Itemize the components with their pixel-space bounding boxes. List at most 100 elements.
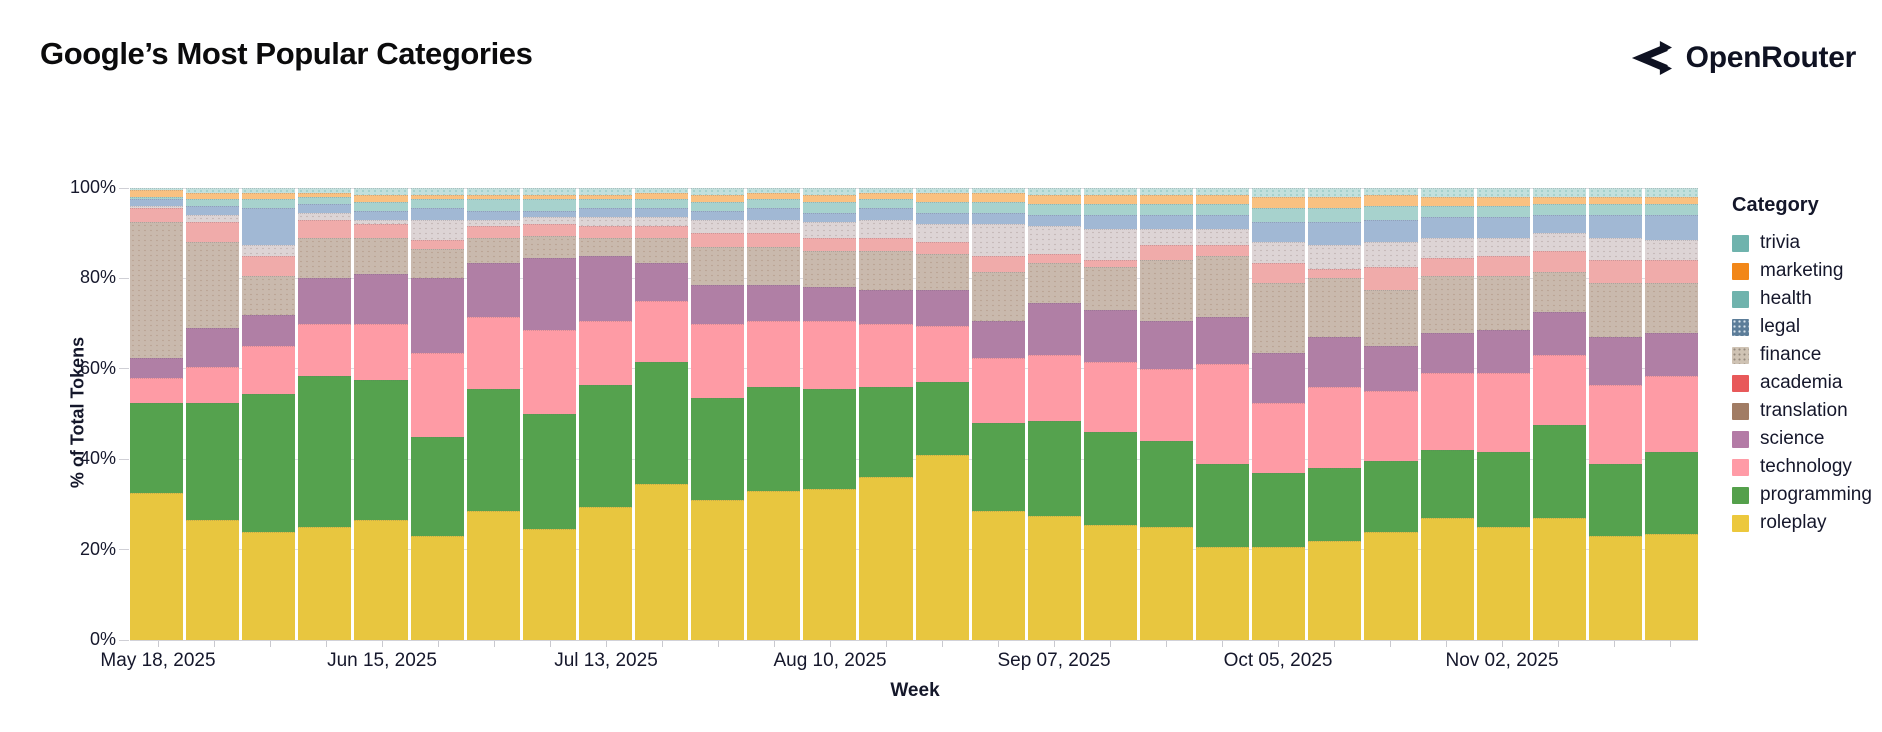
segment-trivia[interactable]	[803, 188, 857, 195]
segment-programming[interactable]	[691, 398, 745, 500]
segment-trivia[interactable]	[1644, 188, 1699, 198]
segment-academia[interactable]	[242, 255, 296, 277]
segment-marketing[interactable]	[915, 192, 969, 202]
bar-week-Jun-08-2025[interactable]	[298, 188, 352, 640]
segment-translation[interactable]	[634, 237, 689, 263]
segment-finance[interactable]	[186, 215, 240, 222]
segment-academia[interactable]	[691, 233, 745, 247]
segment-roleplay[interactable]	[1364, 531, 1418, 640]
segment-finance[interactable]	[971, 224, 1025, 256]
segment-finance[interactable]	[466, 219, 520, 227]
segment-translation[interactable]	[747, 246, 801, 286]
legend-item-finance[interactable]: finance	[1732, 341, 1872, 369]
segment-academia[interactable]	[747, 233, 801, 247]
bar-week-Sep-28-2025[interactable]	[1196, 188, 1250, 640]
bar-week-Aug-10-2025[interactable]	[803, 188, 857, 640]
segment-technology[interactable]	[1364, 391, 1418, 462]
bar-week-Nov-16-2025[interactable]	[1588, 188, 1642, 640]
segment-finance[interactable]	[1420, 237, 1474, 259]
segment-trivia[interactable]	[354, 188, 408, 195]
bar-week-May-25-2025[interactable]	[186, 188, 240, 640]
legend-item-marketing[interactable]: marketing	[1732, 257, 1872, 285]
segment-technology[interactable]	[130, 377, 184, 403]
segment-legal[interactable]	[1252, 221, 1306, 243]
segment-science[interactable]	[803, 287, 857, 322]
segment-programming[interactable]	[410, 436, 464, 537]
segment-health[interactable]	[1252, 208, 1306, 222]
segment-finance[interactable]	[859, 219, 913, 238]
segment-marketing[interactable]	[186, 192, 240, 200]
segment-academia[interactable]	[354, 224, 408, 238]
segment-legal[interactable]	[1532, 215, 1586, 234]
segment-programming[interactable]	[634, 362, 689, 485]
segment-translation[interactable]	[354, 237, 408, 274]
bar-week-Jun-01-2025[interactable]	[242, 188, 296, 640]
segment-legal[interactable]	[242, 208, 296, 245]
segment-science[interactable]	[747, 285, 801, 322]
segment-trivia[interactable]	[466, 188, 520, 195]
segment-academia[interactable]	[1476, 255, 1530, 277]
segment-academia[interactable]	[1252, 262, 1306, 283]
segment-science[interactable]	[1308, 337, 1362, 387]
segment-finance[interactable]	[1532, 233, 1586, 252]
segment-translation[interactable]	[1252, 282, 1306, 353]
segment-roleplay[interactable]	[634, 484, 689, 640]
legend-item-programming[interactable]: programming	[1732, 481, 1872, 509]
segment-trivia[interactable]	[971, 188, 1025, 193]
bar-week-Oct-05-2025[interactable]	[1252, 188, 1306, 640]
bar-week-Jun-29-2025[interactable]	[466, 188, 520, 640]
bar-week-Oct-12-2025[interactable]	[1308, 188, 1362, 640]
segment-translation[interactable]	[859, 251, 913, 290]
segment-programming[interactable]	[1532, 425, 1586, 518]
segment-programming[interactable]	[859, 386, 913, 478]
segment-science[interactable]	[186, 328, 240, 367]
segment-roleplay[interactable]	[466, 511, 520, 640]
segment-health[interactable]	[1027, 203, 1081, 216]
segment-marketing[interactable]	[466, 194, 520, 200]
segment-health[interactable]	[1308, 208, 1362, 222]
segment-academia[interactable]	[1588, 260, 1642, 283]
segment-legal[interactable]	[466, 210, 520, 220]
segment-health[interactable]	[298, 197, 352, 204]
segment-science[interactable]	[691, 285, 745, 324]
segment-trivia[interactable]	[186, 188, 240, 193]
segment-translation[interactable]	[1644, 282, 1699, 333]
segment-roleplay[interactable]	[1532, 517, 1586, 640]
segment-technology[interactable]	[1420, 373, 1474, 451]
segment-finance[interactable]	[522, 217, 576, 225]
segment-technology[interactable]	[410, 353, 464, 437]
segment-marketing[interactable]	[130, 190, 184, 198]
segment-legal[interactable]	[1588, 215, 1642, 238]
segment-programming[interactable]	[1083, 432, 1137, 525]
segment-translation[interactable]	[1308, 278, 1362, 338]
segment-marketing[interactable]	[298, 192, 352, 198]
segment-programming[interactable]	[1364, 461, 1418, 532]
segment-health[interactable]	[1476, 206, 1530, 218]
segment-roleplay[interactable]	[242, 531, 296, 640]
segment-academia[interactable]	[1364, 267, 1418, 290]
segment-translation[interactable]	[1476, 276, 1530, 331]
segment-finance[interactable]	[130, 206, 184, 209]
segment-marketing[interactable]	[1476, 197, 1530, 207]
segment-legal[interactable]	[1308, 221, 1362, 245]
segment-trivia[interactable]	[1083, 188, 1137, 195]
segment-marketing[interactable]	[1083, 194, 1137, 204]
segment-academia[interactable]	[1532, 251, 1586, 272]
legend-item-science[interactable]: science	[1732, 425, 1872, 453]
segment-legal[interactable]	[354, 210, 408, 220]
segment-translation[interactable]	[522, 235, 576, 259]
segment-roleplay[interactable]	[1420, 517, 1474, 640]
segment-technology[interactable]	[1139, 368, 1194, 442]
segment-health[interactable]	[1644, 203, 1699, 216]
segment-legal[interactable]	[298, 203, 352, 213]
segment-technology[interactable]	[1308, 386, 1362, 469]
segment-academia[interactable]	[634, 226, 689, 238]
segment-programming[interactable]	[522, 414, 576, 530]
segment-legal[interactable]	[1196, 215, 1250, 229]
segment-trivia[interactable]	[1196, 188, 1250, 195]
segment-science[interactable]	[298, 278, 352, 324]
segment-science[interactable]	[410, 278, 464, 353]
segment-trivia[interactable]	[1139, 188, 1194, 195]
segment-technology[interactable]	[466, 316, 520, 390]
segment-academia[interactable]	[1027, 253, 1081, 263]
